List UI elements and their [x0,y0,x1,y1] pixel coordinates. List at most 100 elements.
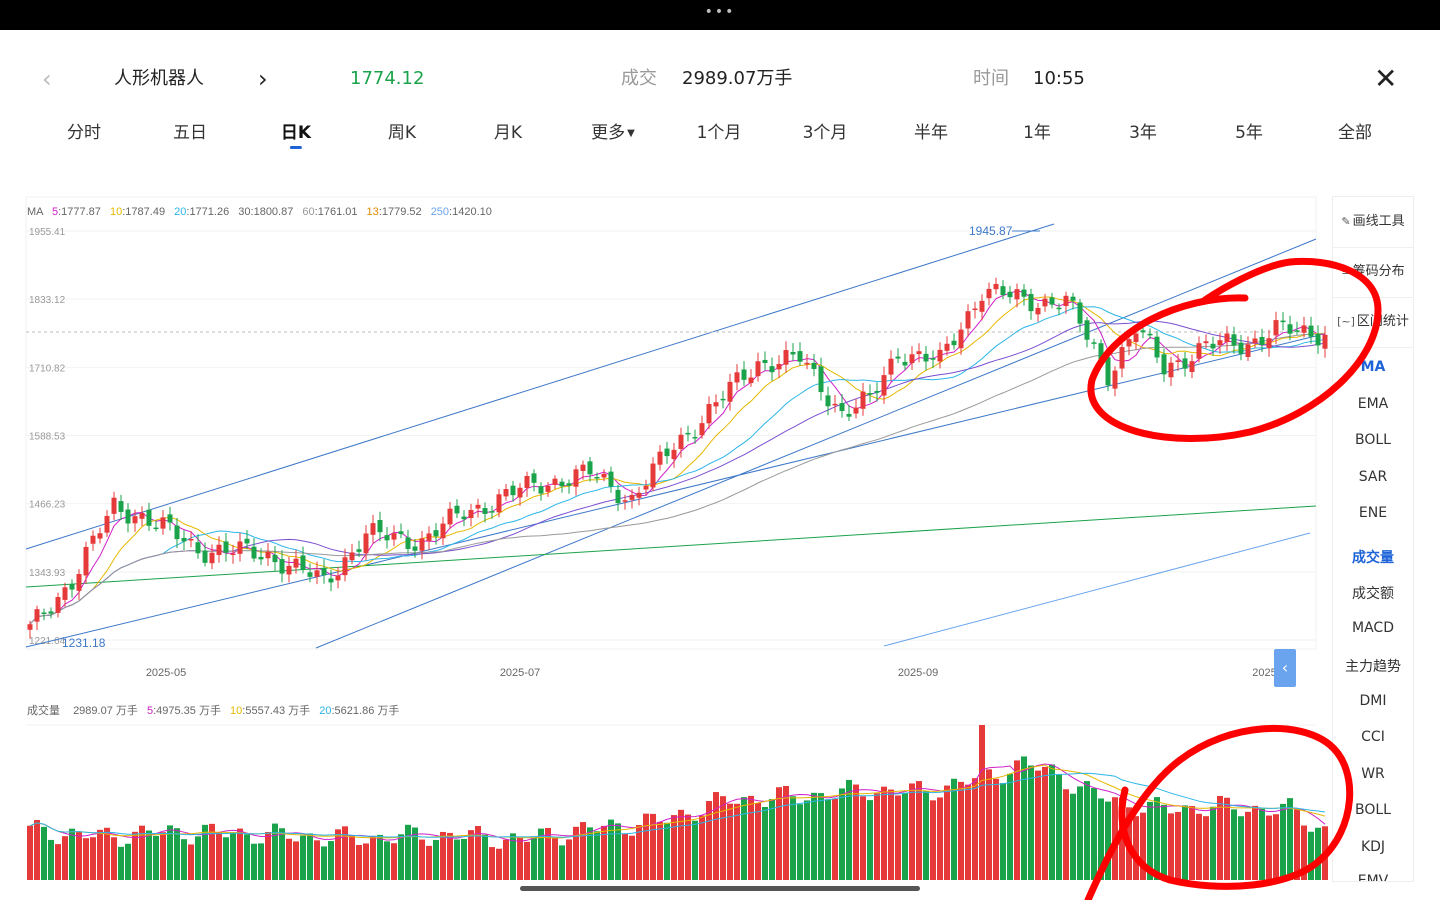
volume-bar[interactable] [1091,788,1097,880]
candle[interactable] [314,570,320,577]
volume-bar[interactable] [1112,797,1118,880]
candle[interactable] [503,489,509,497]
candle[interactable] [1077,302,1083,324]
volume-bar[interactable] [860,796,866,880]
candle[interactable] [27,624,33,630]
chip-distribution-button[interactable]: ≡ 筹码分布 [1333,247,1413,298]
candle[interactable] [783,350,789,365]
volume-bar[interactable] [986,769,992,880]
candle[interactable] [307,572,313,577]
volume-bar[interactable] [545,827,551,880]
range-stats-button[interactable]: [~] 区间统计 [1333,297,1413,348]
candle[interactable] [398,531,404,535]
volume-bar[interactable] [853,784,859,880]
candle[interactable] [1245,344,1251,357]
volume-bar[interactable] [510,833,516,880]
volume-bar[interactable] [951,778,957,880]
candle[interactable] [1217,340,1223,346]
candle[interactable] [853,407,859,414]
candle[interactable] [496,494,502,513]
volume-bar[interactable] [881,786,887,880]
volume-bar[interactable] [552,837,558,880]
candle[interactable] [888,358,894,375]
volume-bar[interactable] [797,804,803,880]
candle[interactable] [447,508,453,525]
volume-bar[interactable] [699,815,705,880]
candle[interactable] [1140,330,1146,333]
volume-bar[interactable] [468,830,474,880]
volume-bar[interactable] [1070,793,1076,880]
candle[interactable] [993,283,999,290]
volume-bar[interactable] [258,843,264,880]
volume-bar[interactable] [944,785,950,880]
candle[interactable] [1182,358,1188,369]
volume-bar[interactable] [1175,811,1181,880]
candle[interactable] [90,535,96,544]
candle[interactable] [1273,320,1279,336]
candle[interactable] [300,555,306,570]
volume-bar[interactable] [1252,805,1258,880]
candle[interactable] [363,533,369,554]
indicator-ene[interactable]: ENE [1358,505,1388,521]
indicator-cci[interactable]: CCI [1361,729,1385,745]
volume-bar[interactable] [1014,760,1020,880]
candle[interactable] [321,567,327,576]
candle[interactable] [83,546,89,576]
volume-bar[interactable] [146,830,152,880]
candle[interactable] [335,575,341,581]
candle[interactable] [1028,293,1034,312]
volume-bar[interactable] [1168,813,1174,880]
candle[interactable] [608,471,614,487]
candle[interactable] [1196,343,1202,359]
volume-bar[interactable] [762,806,768,880]
candle[interactable] [356,549,362,552]
candle[interactable] [125,509,131,524]
volume-bar[interactable] [174,828,180,880]
volume-bar[interactable] [1119,797,1125,880]
volume-bar[interactable] [251,843,257,880]
candle[interactable] [755,361,761,377]
volume-bar[interactable] [524,841,530,880]
indicator-boll-sub[interactable]: BOLL [1355,802,1391,818]
candle[interactable] [748,377,754,384]
indicator-wr[interactable]: WR [1361,766,1385,782]
volume-bar[interactable] [356,844,362,880]
candle[interactable] [979,300,985,312]
candle[interactable] [832,403,838,406]
volume-bar[interactable] [1266,815,1272,880]
candle[interactable] [216,544,222,555]
trendlines[interactable] [25,223,1317,649]
candle[interactable] [916,351,922,355]
candle[interactable] [622,500,628,502]
volume-bar[interactable] [888,789,894,880]
volume-bar[interactable] [664,822,670,880]
candle[interactable] [559,481,565,487]
volume-bar[interactable] [734,803,740,880]
volume-bar[interactable] [972,778,978,880]
volume-bar[interactable] [916,781,922,880]
candle[interactable] [286,565,292,575]
candle[interactable] [454,505,460,514]
indicator-turnover[interactable]: 成交额 [1352,586,1394,602]
candle[interactable] [111,497,117,514]
volume-bar[interactable] [804,800,810,880]
candle[interactable] [202,550,208,563]
volume-bar[interactable] [447,832,453,880]
upper-channel-line[interactable] [25,223,1055,550]
candle[interactable] [951,340,957,346]
volume-bar[interactable] [62,836,68,880]
tab-weekly-k[interactable]: 周K [387,123,417,143]
candle[interactable] [1105,357,1111,386]
volume-bar[interactable] [594,831,600,880]
volume-bar[interactable] [958,781,964,880]
candle[interactable] [391,533,397,540]
volume-bar[interactable] [1280,803,1286,880]
candle[interactable] [475,504,481,509]
volume-bar[interactable] [1084,781,1090,880]
volume-bar[interactable] [1021,756,1027,880]
volume-bar[interactable] [874,793,880,880]
candle[interactable] [188,538,194,541]
candle[interactable] [34,609,40,622]
volume-bar[interactable] [244,834,250,880]
candle[interactable] [594,477,600,479]
